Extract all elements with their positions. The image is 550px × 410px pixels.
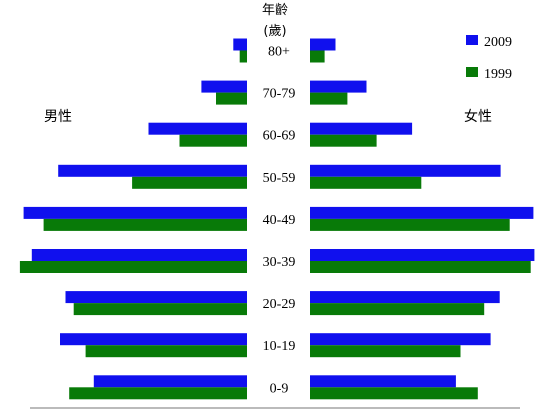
bar-male-2009-20-29 — [65, 291, 247, 304]
bar-male-2009-60-69 — [148, 122, 247, 135]
chart-title: 年齡 — [262, 3, 288, 18]
bar-female-2009-30-39 — [310, 249, 535, 261]
bar-female-2009-20-29 — [310, 291, 500, 304]
bar-male-2009-30-39 — [31, 249, 247, 261]
age-tick-20-29: 20-29 — [263, 297, 296, 312]
age-tick-50-59: 50-59 — [263, 171, 296, 186]
bar-female-1999-20-29 — [310, 303, 485, 316]
bar-male-2009-80plus — [233, 38, 247, 51]
bar-female-2009-60-69 — [310, 122, 413, 135]
female-side-label: 女性 — [464, 108, 492, 125]
bar-female-2009-70-79 — [310, 80, 367, 93]
legend-swatch-1999 — [466, 67, 478, 77]
bar-male-2009-70-79 — [201, 80, 247, 93]
age-tick-70-79: 70-79 — [263, 87, 296, 102]
bar-female-1999-0-9 — [310, 387, 478, 400]
age-tick-10-19: 10-19 — [263, 339, 296, 354]
bar-female-1999-30-39 — [310, 261, 531, 273]
legend-swatch-2009 — [466, 35, 478, 45]
bar-female-2009-40-49 — [310, 206, 534, 219]
age-tick-80plus: 80+ — [268, 45, 290, 60]
bar-male-1999-70-79 — [216, 92, 247, 105]
bar-female-1999-50-59 — [310, 176, 422, 189]
bar-male-2009-50-59 — [58, 164, 248, 177]
male-side-label: 男性 — [44, 109, 72, 125]
bar-female-1999-70-79 — [310, 92, 348, 105]
bar-female-1999-80plus — [310, 50, 325, 63]
age-tick-labels: 80+ 70-79 60-69 50-59 40-49 30-39 20-29 10-19 0-… — [263, 45, 296, 397]
age-tick-40-49: 40-49 — [263, 213, 296, 228]
age-tick-30-39: 30-39 — [263, 255, 296, 270]
bar-female-2009-50-59 — [310, 164, 501, 177]
legend-label-1999: 1999 — [484, 67, 512, 82]
bar-male-1999-0-9 — [69, 387, 247, 400]
legend: 2009 1999 — [466, 35, 512, 82]
age-tick-60-69: 60-69 — [263, 129, 296, 144]
bar-male-1999-10-19 — [85, 345, 247, 358]
bar-male-1999-20-29 — [73, 303, 247, 316]
bar-male-1999-50-59 — [132, 176, 247, 189]
bar-female-1999-60-69 — [310, 134, 377, 147]
bar-male-1999-30-39 — [19, 261, 248, 273]
bar-male-2009-10-19 — [60, 333, 247, 346]
age-tick-0-9: 0-9 — [270, 381, 289, 396]
bar-male-1999-40-49 — [43, 218, 247, 231]
bar-female-2009-80plus — [310, 38, 336, 51]
chart-subtitle: (歲) — [263, 24, 286, 39]
bar-female-2009-0-9 — [310, 375, 456, 388]
bars — [19, 38, 535, 400]
bar-female-2009-10-19 — [310, 333, 491, 346]
bar-female-1999-10-19 — [310, 345, 461, 358]
legend-label-2009: 2009 — [484, 35, 512, 50]
bar-male-1999-60-69 — [179, 134, 247, 147]
bar-male-2009-0-9 — [93, 375, 247, 388]
bar-male-1999-80plus — [239, 50, 247, 63]
bar-male-2009-40-49 — [23, 206, 247, 219]
bar-female-1999-40-49 — [310, 218, 510, 231]
